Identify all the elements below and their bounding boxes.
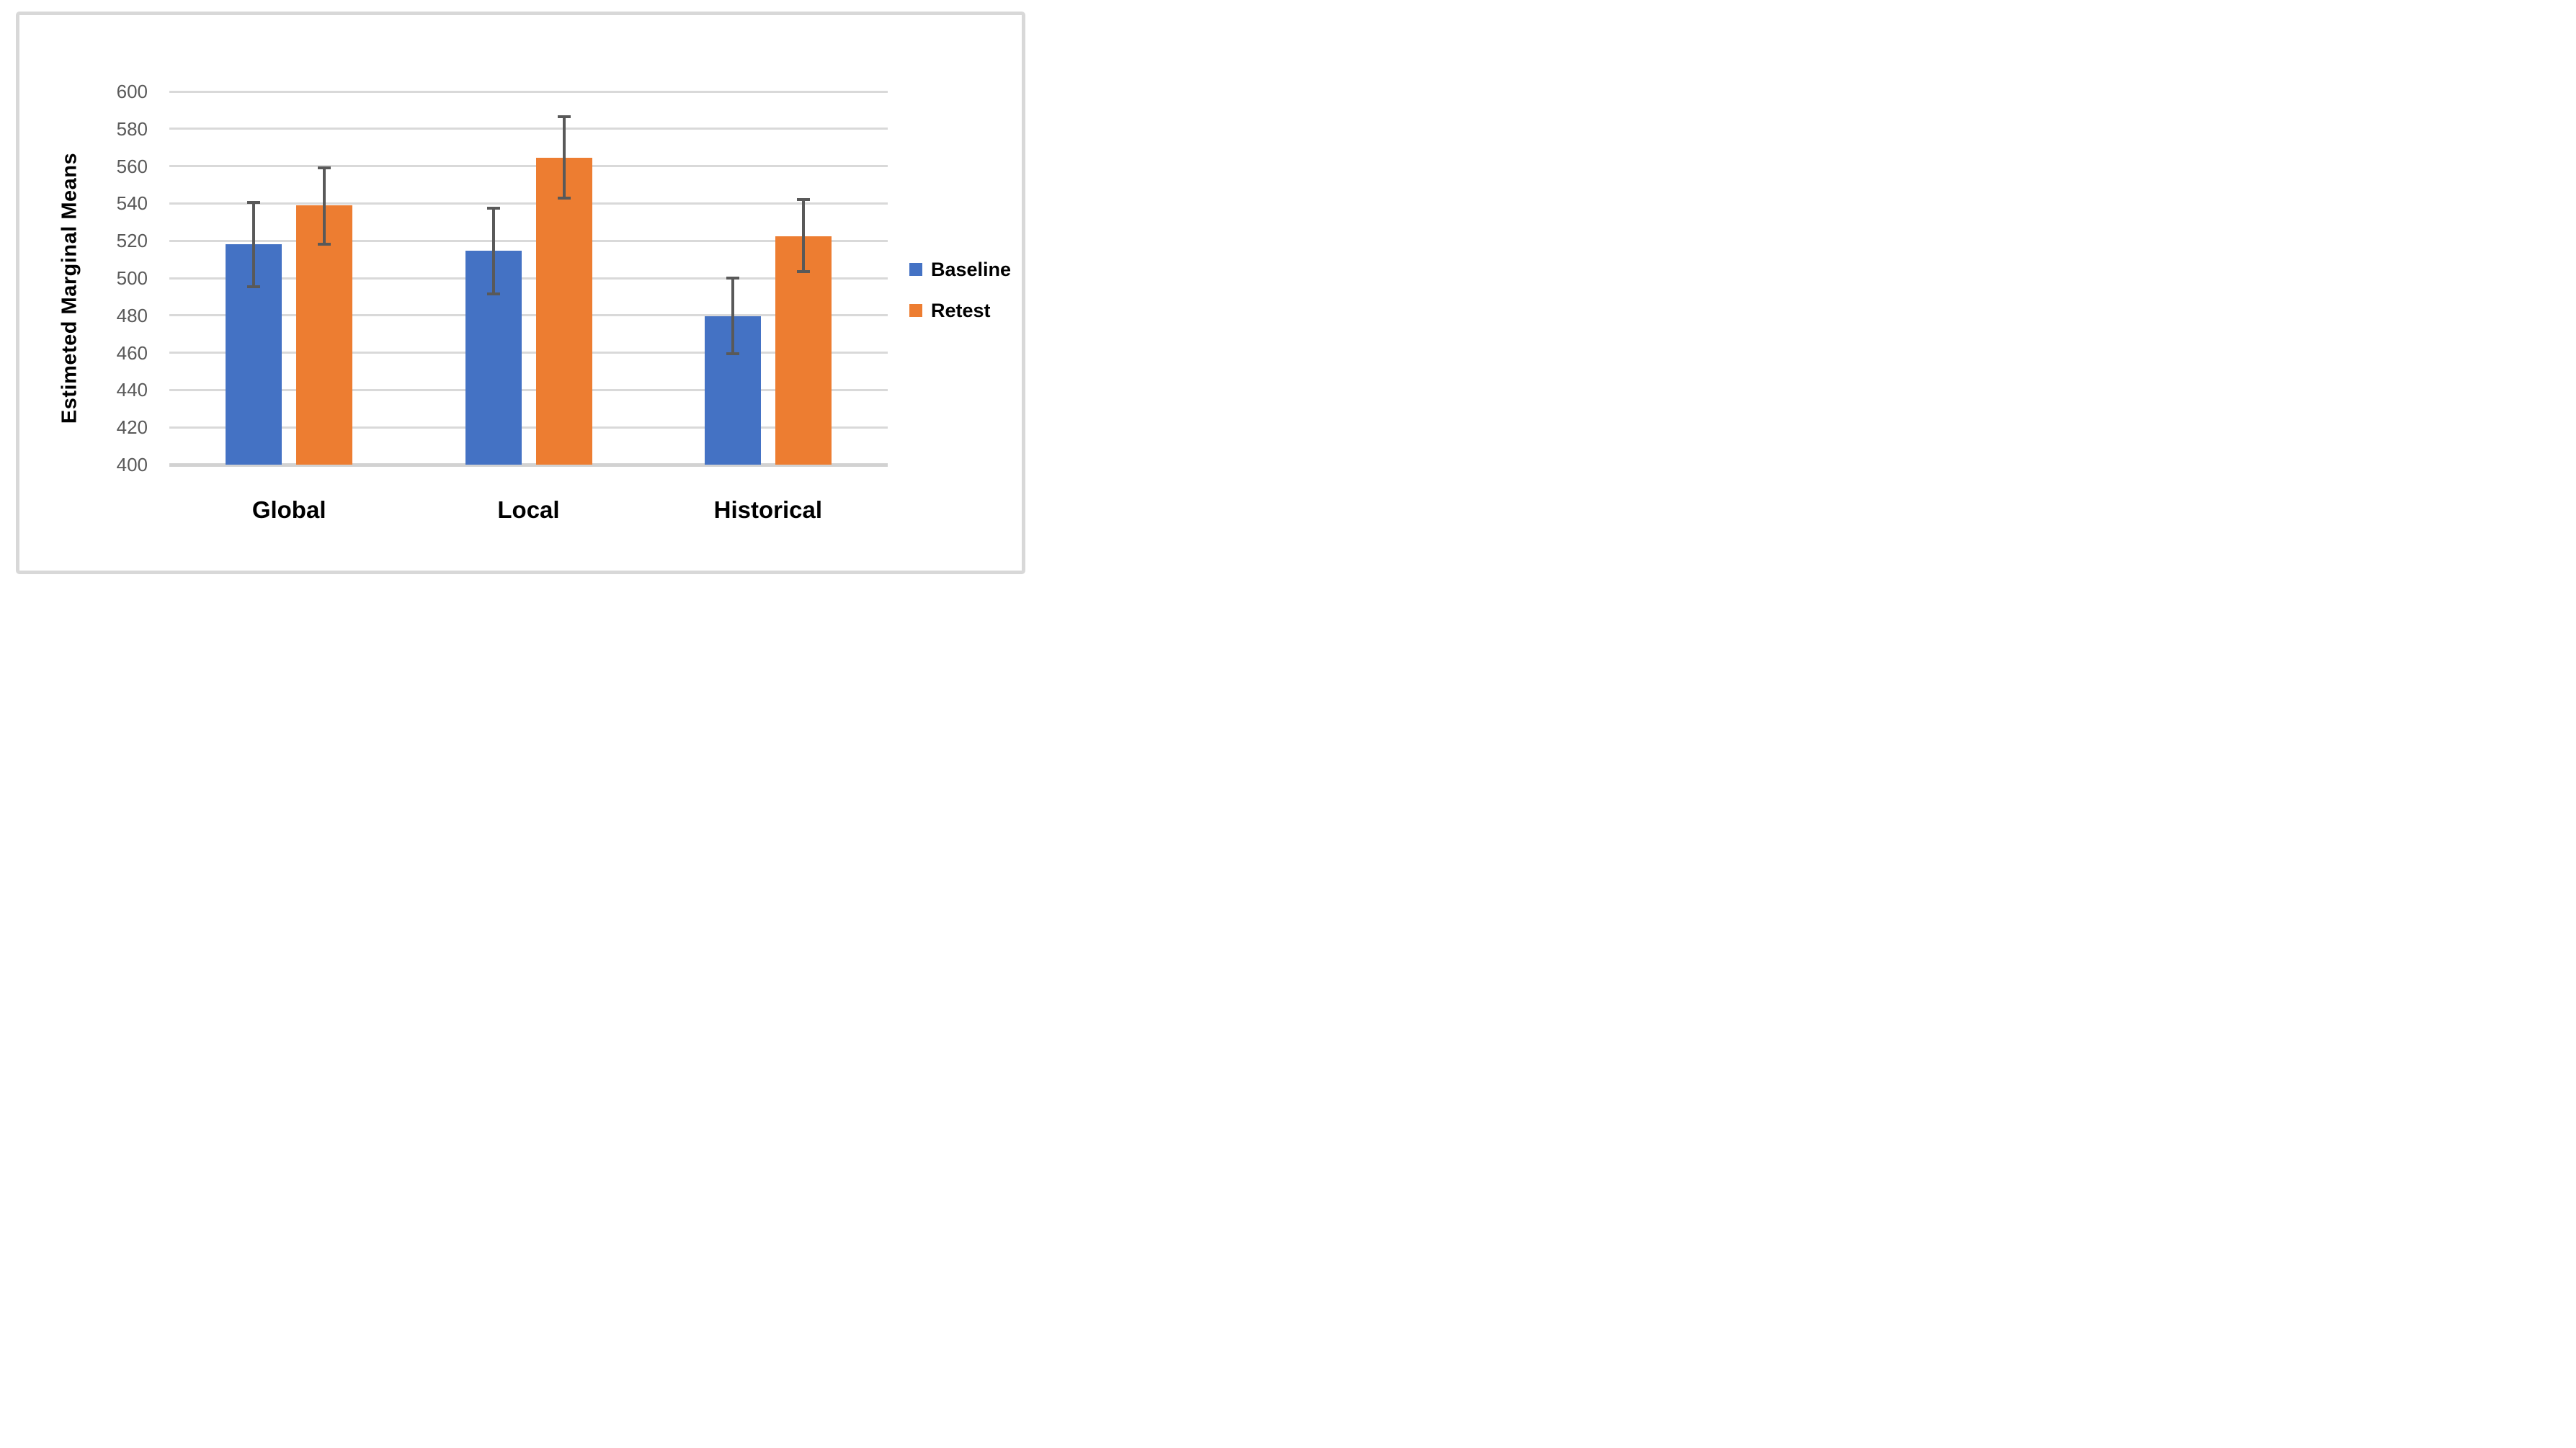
gridline bbox=[169, 239, 888, 242]
y-tick-label: 560 bbox=[116, 155, 148, 177]
error-bar-retest-historical bbox=[801, 200, 805, 272]
gridline bbox=[169, 426, 888, 429]
error-bar-baseline-historical bbox=[731, 278, 734, 354]
error-bar-retest-historical-bottom-cap bbox=[796, 269, 810, 273]
bar-retest-historical bbox=[775, 236, 832, 465]
gridline bbox=[169, 128, 888, 130]
x-category-label-global: Global bbox=[251, 496, 326, 523]
error-bar-retest-local-bottom-cap bbox=[557, 196, 571, 200]
retest-swatch-icon bbox=[909, 304, 922, 317]
error-bar-retest-historical-top-cap bbox=[796, 198, 810, 202]
y-tick-label: 600 bbox=[116, 81, 148, 102]
error-bar-retest-global bbox=[323, 168, 326, 245]
error-bar-baseline-historical-bottom-cap bbox=[726, 352, 739, 355]
chart-page: Estimeted Marginal Means 600 580 560 540 520… bbox=[0, 0, 1030, 579]
gridline bbox=[169, 277, 888, 280]
y-tick-label: 540 bbox=[116, 192, 148, 215]
y-tick-label: 580 bbox=[116, 117, 148, 140]
bar-retest-local bbox=[535, 157, 592, 465]
y-tick-label: 460 bbox=[116, 341, 148, 364]
error-bar-baseline-local-bottom-cap bbox=[486, 292, 500, 295]
error-bar-retest-global-top-cap bbox=[318, 166, 331, 170]
gridline bbox=[169, 314, 888, 317]
y-tick-label: 500 bbox=[116, 267, 148, 289]
gridline bbox=[169, 90, 888, 93]
y-tick-label: 440 bbox=[116, 379, 148, 401]
gridline bbox=[169, 388, 888, 391]
error-bar-retest-local bbox=[562, 116, 566, 198]
error-bar-baseline-global-top-cap bbox=[247, 201, 261, 205]
baseline-swatch-icon bbox=[909, 263, 922, 276]
y-axis-title: Estimeted Marginal Means bbox=[58, 152, 81, 424]
error-bar-baseline-global-bottom-cap bbox=[247, 285, 261, 288]
y-tick-label: 400 bbox=[116, 454, 148, 475]
error-bar-baseline-historical-top-cap bbox=[726, 277, 739, 280]
x-category-label-historical: Historical bbox=[713, 496, 823, 523]
legend-item-baseline: Baseline bbox=[909, 259, 1011, 280]
gridline bbox=[169, 202, 888, 205]
x-axis-line bbox=[169, 462, 888, 467]
error-bar-baseline-global bbox=[252, 202, 256, 287]
bar-retest-global bbox=[296, 205, 353, 465]
y-tick-label: 480 bbox=[116, 304, 148, 326]
gridline bbox=[169, 352, 888, 354]
gridline bbox=[169, 165, 888, 168]
error-bar-retest-local-top-cap bbox=[557, 115, 571, 118]
legend-item-retest: Retest bbox=[909, 300, 991, 321]
legend-label-baseline: Baseline bbox=[931, 259, 1012, 280]
legend-label-retest: Retest bbox=[931, 300, 991, 321]
error-bar-baseline-local bbox=[491, 207, 495, 294]
y-tick-label: 420 bbox=[116, 416, 148, 439]
x-category-label-local: Local bbox=[497, 496, 560, 523]
error-bar-baseline-local-top-cap bbox=[486, 206, 500, 210]
error-bar-retest-global-bottom-cap bbox=[318, 243, 331, 246]
y-tick-label: 520 bbox=[116, 230, 148, 252]
